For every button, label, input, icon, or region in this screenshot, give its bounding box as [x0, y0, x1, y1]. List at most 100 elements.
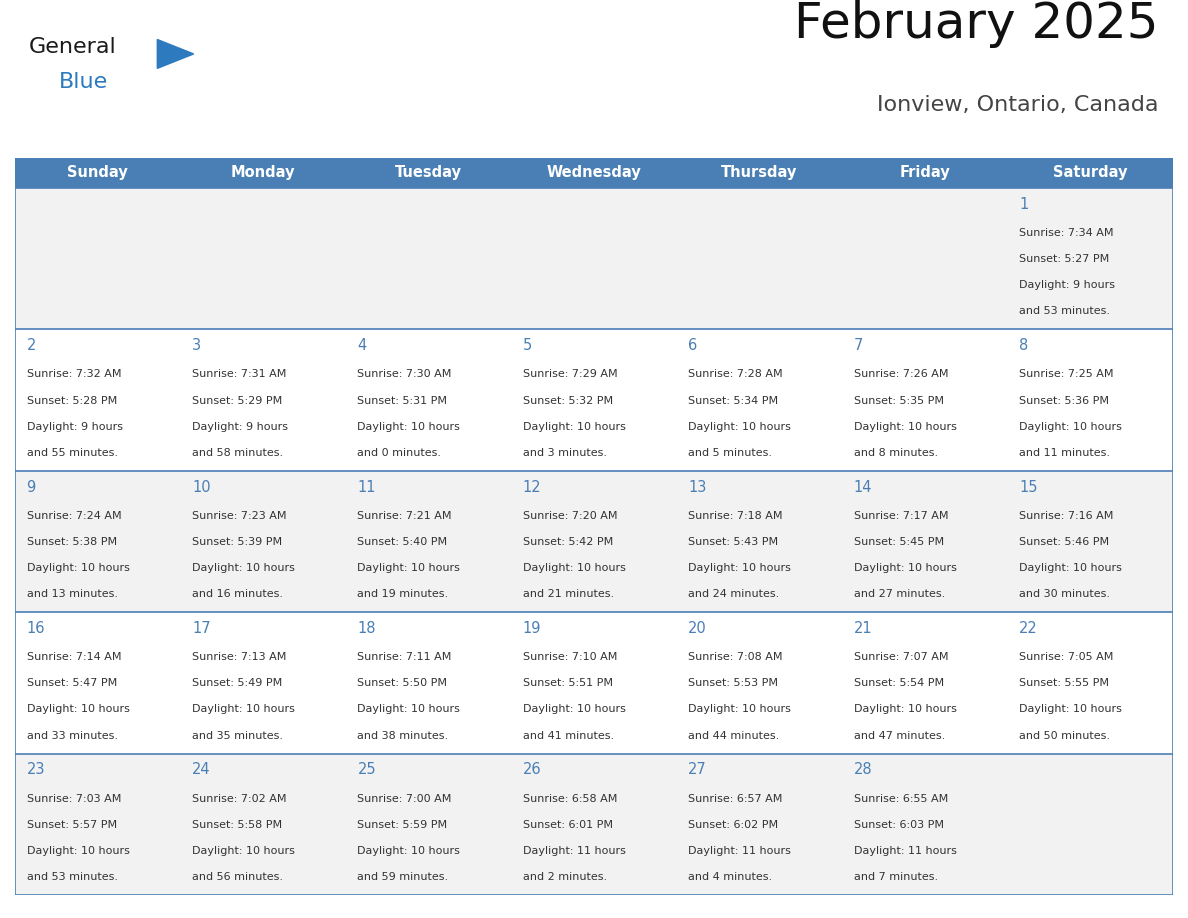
Text: and 2 minutes.: and 2 minutes.	[523, 872, 607, 882]
Text: and 47 minutes.: and 47 minutes.	[854, 731, 944, 741]
Bar	[677, 158, 842, 188]
Bar	[15, 188, 181, 330]
Text: Daylight: 10 hours: Daylight: 10 hours	[358, 704, 460, 714]
Text: Sunset: 5:35 PM: Sunset: 5:35 PM	[854, 396, 943, 406]
Text: Sunset: 5:54 PM: Sunset: 5:54 PM	[854, 678, 943, 688]
Text: Sunrise: 7:34 AM: Sunrise: 7:34 AM	[1019, 228, 1113, 238]
Text: and 21 minutes.: and 21 minutes.	[523, 589, 614, 599]
Text: Sunrise: 7:07 AM: Sunrise: 7:07 AM	[854, 652, 948, 662]
Text: 25: 25	[358, 763, 377, 778]
Text: 19: 19	[523, 621, 542, 636]
Text: Sunset: 5:40 PM: Sunset: 5:40 PM	[358, 537, 448, 547]
Text: and 55 minutes.: and 55 minutes.	[26, 448, 118, 458]
Text: and 33 minutes.: and 33 minutes.	[26, 731, 118, 741]
Text: Sunset: 5:39 PM: Sunset: 5:39 PM	[192, 537, 282, 547]
Text: Daylight: 11 hours: Daylight: 11 hours	[688, 845, 791, 856]
Text: 14: 14	[854, 479, 872, 495]
Bar	[346, 612, 511, 754]
Bar	[1007, 471, 1173, 612]
Text: Sunset: 5:27 PM: Sunset: 5:27 PM	[1019, 254, 1110, 264]
Bar	[842, 158, 1007, 188]
Text: Sunset: 5:50 PM: Sunset: 5:50 PM	[358, 678, 448, 688]
Text: Sunset: 5:46 PM: Sunset: 5:46 PM	[1019, 537, 1110, 547]
Text: Sunset: 5:28 PM: Sunset: 5:28 PM	[26, 396, 116, 406]
Text: Sunrise: 7:10 AM: Sunrise: 7:10 AM	[523, 652, 618, 662]
Text: Daylight: 11 hours: Daylight: 11 hours	[523, 845, 626, 856]
Text: Ionview, Ontario, Canada: Ionview, Ontario, Canada	[877, 95, 1158, 116]
Text: Sunset: 5:31 PM: Sunset: 5:31 PM	[358, 396, 448, 406]
Text: Daylight: 10 hours: Daylight: 10 hours	[1019, 421, 1121, 431]
Bar	[346, 330, 511, 471]
Text: Sunset: 5:59 PM: Sunset: 5:59 PM	[358, 820, 448, 830]
Bar	[15, 754, 181, 895]
Text: Sunrise: 7:03 AM: Sunrise: 7:03 AM	[26, 793, 121, 803]
Text: Sunrise: 7:18 AM: Sunrise: 7:18 AM	[688, 510, 783, 521]
Bar	[1007, 754, 1173, 895]
Text: 9: 9	[26, 479, 36, 495]
Text: Daylight: 10 hours: Daylight: 10 hours	[26, 845, 129, 856]
Text: Daylight: 9 hours: Daylight: 9 hours	[26, 421, 122, 431]
Bar	[1007, 188, 1173, 330]
Text: Daylight: 9 hours: Daylight: 9 hours	[1019, 280, 1116, 290]
Text: Sunday: Sunday	[68, 165, 128, 181]
Bar	[346, 754, 511, 895]
Text: 6: 6	[688, 338, 697, 353]
Text: and 38 minutes.: and 38 minutes.	[358, 731, 449, 741]
Text: and 44 minutes.: and 44 minutes.	[688, 731, 779, 741]
Text: Sunset: 5:34 PM: Sunset: 5:34 PM	[688, 396, 778, 406]
Text: Sunrise: 7:29 AM: Sunrise: 7:29 AM	[523, 369, 618, 379]
Bar	[1007, 330, 1173, 471]
Text: Sunrise: 7:08 AM: Sunrise: 7:08 AM	[688, 652, 783, 662]
Bar	[181, 754, 346, 895]
Text: 21: 21	[854, 621, 872, 636]
Text: Sunrise: 7:20 AM: Sunrise: 7:20 AM	[523, 510, 618, 521]
Text: Monday: Monday	[230, 165, 296, 181]
Bar	[511, 754, 677, 895]
Text: and 4 minutes.: and 4 minutes.	[688, 872, 772, 882]
Text: Sunrise: 7:21 AM: Sunrise: 7:21 AM	[358, 510, 451, 521]
Text: Daylight: 10 hours: Daylight: 10 hours	[1019, 563, 1121, 573]
Bar	[511, 612, 677, 754]
Bar	[842, 330, 1007, 471]
Text: and 35 minutes.: and 35 minutes.	[192, 731, 283, 741]
Bar	[677, 330, 842, 471]
Text: Sunset: 5:38 PM: Sunset: 5:38 PM	[26, 537, 116, 547]
Text: Saturday: Saturday	[1053, 165, 1127, 181]
Bar	[842, 188, 1007, 330]
Text: Daylight: 10 hours: Daylight: 10 hours	[358, 845, 460, 856]
Text: and 59 minutes.: and 59 minutes.	[358, 872, 449, 882]
Text: Sunrise: 7:11 AM: Sunrise: 7:11 AM	[358, 652, 451, 662]
Bar	[677, 612, 842, 754]
Text: and 53 minutes.: and 53 minutes.	[26, 872, 118, 882]
Bar	[15, 471, 181, 612]
Text: Tuesday: Tuesday	[396, 165, 462, 181]
Bar	[1007, 612, 1173, 754]
Text: and 8 minutes.: and 8 minutes.	[854, 448, 937, 458]
Bar	[346, 471, 511, 612]
Text: 2: 2	[26, 338, 36, 353]
Bar	[346, 158, 511, 188]
Text: Sunrise: 7:28 AM: Sunrise: 7:28 AM	[688, 369, 783, 379]
Text: and 56 minutes.: and 56 minutes.	[192, 872, 283, 882]
Text: 11: 11	[358, 479, 375, 495]
Text: Sunrise: 7:00 AM: Sunrise: 7:00 AM	[358, 793, 451, 803]
Bar	[511, 188, 677, 330]
Text: Sunrise: 7:14 AM: Sunrise: 7:14 AM	[26, 652, 121, 662]
Text: Thursday: Thursday	[721, 165, 797, 181]
Text: 15: 15	[1019, 479, 1037, 495]
Bar	[346, 188, 511, 330]
Text: Sunset: 5:58 PM: Sunset: 5:58 PM	[192, 820, 282, 830]
Text: Friday: Friday	[899, 165, 950, 181]
Text: 28: 28	[854, 763, 872, 778]
Bar	[842, 754, 1007, 895]
Text: Sunrise: 6:57 AM: Sunrise: 6:57 AM	[688, 793, 783, 803]
Text: Daylight: 10 hours: Daylight: 10 hours	[688, 563, 791, 573]
Text: Sunset: 5:55 PM: Sunset: 5:55 PM	[1019, 678, 1110, 688]
Text: Daylight: 10 hours: Daylight: 10 hours	[854, 421, 956, 431]
Text: and 27 minutes.: and 27 minutes.	[854, 589, 944, 599]
Text: Sunrise: 7:16 AM: Sunrise: 7:16 AM	[1019, 510, 1113, 521]
Text: 16: 16	[26, 621, 45, 636]
Text: Daylight: 10 hours: Daylight: 10 hours	[523, 704, 626, 714]
Text: 4: 4	[358, 338, 367, 353]
Text: Daylight: 11 hours: Daylight: 11 hours	[854, 845, 956, 856]
